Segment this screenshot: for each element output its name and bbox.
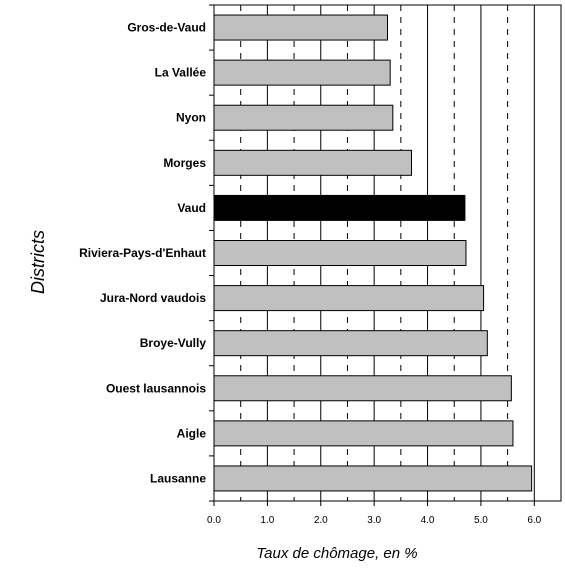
bar-riviera-pays-d-enhaut (213, 240, 467, 266)
x-axis-title: Taux de chômage, en % (256, 545, 417, 562)
category-label: Broye-Vully (140, 336, 207, 350)
category-label: La Vallée (155, 66, 207, 80)
x-tick-label: 3.0 (367, 515, 381, 526)
bar-vaud (213, 194, 466, 221)
bar-aigle (213, 420, 514, 447)
category-label: Jura-Nord vaudois (100, 291, 206, 305)
bar-broye-vully (213, 330, 488, 357)
bar-gros-de-vaud (213, 14, 388, 41)
category-label: Gros-de-Vaud (127, 21, 206, 35)
category-label: Nyon (176, 111, 206, 125)
bar-la-vall-e (213, 59, 391, 86)
bar-morges (213, 149, 413, 176)
category-label: Vaud (177, 201, 206, 215)
bars (213, 14, 533, 492)
plot-border (213, 4, 562, 502)
x-tick-label: 1.0 (260, 515, 274, 526)
category-label: Morges (163, 156, 206, 170)
bar-jura-nord-vaudois (213, 285, 485, 312)
category-label: Aigle (177, 426, 207, 440)
y-axis-title: Districts (28, 230, 48, 294)
x-tick-label: 0.0 (207, 515, 221, 526)
category-label: Ouest lausannois (106, 381, 206, 395)
bar-nyon (213, 104, 394, 131)
bar-ouest-lausannois (213, 375, 512, 402)
plot-frame (209, 4, 562, 502)
category-labels: Gros-de-Vaud La Vallée Nyon Morges Vaud Rivie… (79, 21, 206, 486)
x-tick-label: 5.0 (474, 515, 488, 526)
category-label: Riviera-Pays-d'Enhaut (79, 246, 206, 260)
category-label: Lausanne (150, 471, 206, 485)
x-tick-label: 2.0 (314, 515, 328, 526)
x-tick-label: 6.0 (527, 515, 541, 526)
x-tick-label: 4.0 (421, 515, 435, 526)
bar-lausanne (213, 465, 533, 492)
x-tick-labels: 0.0 1.0 2.0 3.0 4.0 5.0 6.0 (207, 501, 542, 526)
